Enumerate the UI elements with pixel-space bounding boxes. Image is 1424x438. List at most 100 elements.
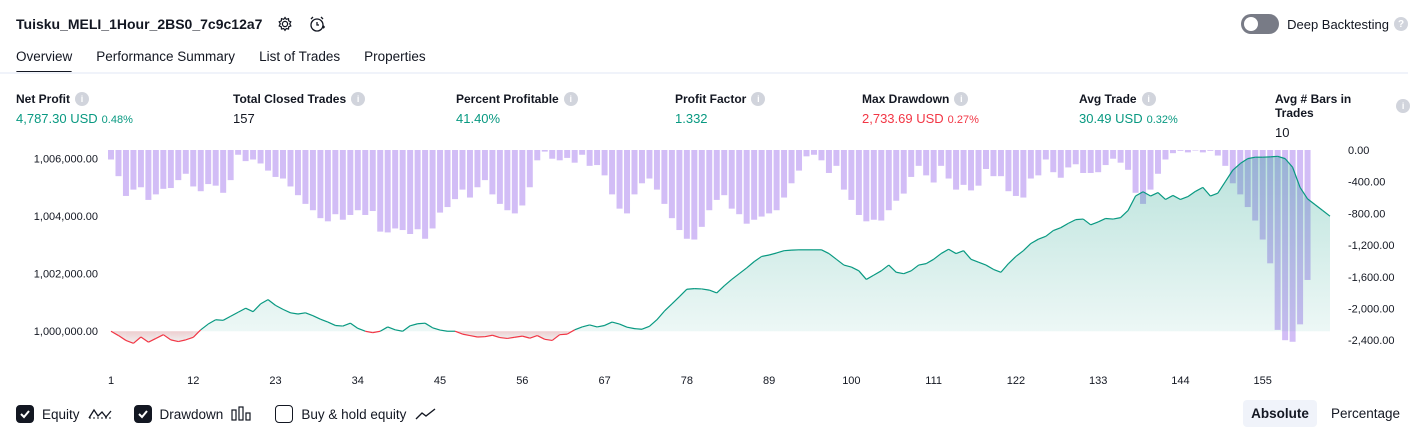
drawdown-bar xyxy=(945,150,952,179)
metric-value: 41.40% xyxy=(456,111,501,126)
drawdown-checkbox[interactable] xyxy=(133,405,152,423)
info-icon[interactable]: i xyxy=(751,92,766,106)
absolute-button[interactable]: Absolute xyxy=(1243,400,1317,427)
x-axis-tick-label: 144 xyxy=(1171,375,1189,387)
metric-label: Max Drawdown xyxy=(862,92,950,106)
drawdown-bar xyxy=(1169,150,1176,154)
equity-segment xyxy=(395,329,403,332)
equity-segment xyxy=(349,322,359,329)
info-icon[interactable]: i xyxy=(351,92,366,106)
drawdown-bar xyxy=(706,150,713,211)
legend-equity[interactable]: Equity xyxy=(16,405,112,423)
equity-segment xyxy=(237,307,246,313)
drawdown-bar xyxy=(220,150,227,193)
drawdown-bar xyxy=(968,150,975,191)
equity-segment xyxy=(379,326,389,332)
equity-segment xyxy=(663,303,673,312)
drawdown-bar xyxy=(638,150,645,184)
legend-buy-hold[interactable]: Buy & hold equity xyxy=(275,405,438,423)
drawdown-bar xyxy=(242,150,249,162)
equity-negative-fill xyxy=(529,331,538,339)
equity-segment xyxy=(671,296,680,305)
left-axis-tick-label: 1,000,000.00 xyxy=(34,326,98,338)
drawdown-bar xyxy=(758,150,765,217)
equity-checkbox[interactable] xyxy=(16,405,34,423)
drawdown-bar xyxy=(698,150,705,227)
drawdown-bar xyxy=(810,150,817,155)
drawdown-bar xyxy=(616,150,623,209)
equity-negative-fill xyxy=(514,331,523,338)
info-icon[interactable]: i xyxy=(954,92,969,106)
equity-segment xyxy=(970,258,979,263)
drawdown-bar xyxy=(736,150,743,215)
equity-segment xyxy=(335,324,343,327)
equity-segment xyxy=(634,328,643,330)
drawdown-bar xyxy=(190,150,197,187)
equity-segment xyxy=(1000,263,1009,273)
drawdown-bar xyxy=(1050,150,1057,173)
drawdown-bar xyxy=(1110,150,1117,159)
drawdown-bar xyxy=(332,150,339,215)
equity-segment xyxy=(1307,198,1316,206)
tab-overview[interactable]: Overview xyxy=(16,44,73,74)
tab-list-of-trades[interactable]: List of Trades xyxy=(259,49,341,64)
drawdown-bar xyxy=(287,150,294,187)
drawdown-bar xyxy=(1027,150,1034,179)
drawdown-bar xyxy=(474,150,481,188)
drawdown-bar xyxy=(250,150,257,160)
drawdown-bar xyxy=(422,150,429,239)
add-alert-icon[interactable] xyxy=(308,15,326,33)
drawdown-bar xyxy=(481,150,488,181)
equity-negative-fill xyxy=(163,331,171,340)
equity-segment xyxy=(1045,230,1054,237)
equity-segment xyxy=(821,249,830,255)
drawdown-bar xyxy=(743,150,750,224)
percentage-button[interactable]: Percentage xyxy=(1330,406,1400,421)
info-icon[interactable]: i xyxy=(563,92,578,106)
right-axis: 0.00 -400.00 -800.00 -1,200.00 -1,600.00 -2,0… xyxy=(1348,145,1394,347)
drawdown-bar xyxy=(145,150,152,200)
drawdown-bar xyxy=(885,150,892,211)
drawdown-bar xyxy=(796,150,803,171)
metric-value: 2,733.69 USD xyxy=(862,111,944,126)
drawdown-bar xyxy=(115,150,122,177)
legend-drawdown[interactable]: Drawdown xyxy=(133,405,254,423)
equity-segment xyxy=(1097,217,1106,223)
drawdown-bar xyxy=(840,150,847,190)
left-axis-tick-label: 1,002,000.00 xyxy=(34,269,98,281)
drawdown-bar xyxy=(833,150,840,166)
equity-segment xyxy=(1187,190,1196,198)
drawdown-bar xyxy=(511,150,518,214)
equity-segment xyxy=(409,323,418,327)
info-icon[interactable]: i xyxy=(75,92,89,106)
info-icon[interactable]: i xyxy=(1396,99,1410,113)
equity-segment xyxy=(776,250,785,254)
equity-segment xyxy=(327,321,336,327)
equity-segment xyxy=(1217,181,1226,194)
deep-backtesting-label: Deep Backtesting xyxy=(1287,16,1389,32)
equity-negative-fill xyxy=(193,329,201,338)
deep-backtesting-toggle[interactable] xyxy=(1241,14,1280,34)
gear-icon[interactable] xyxy=(276,15,294,33)
drawdown-bar xyxy=(1199,150,1206,153)
left-axis: 1,006,000.00 1,004,000.00 1,002,000.00 1,00… xyxy=(34,154,98,339)
equity-segment xyxy=(866,274,875,280)
equity-negative-fill xyxy=(111,331,119,336)
tab-performance-summary[interactable]: Performance Summary xyxy=(96,49,236,64)
equity-drawdown-chart[interactable]: 1,006,000.00 1,004,000.00 1,002,000.00 1,00… xyxy=(0,140,1424,395)
equity-segment xyxy=(1060,222,1069,229)
metric-label: Total Closed Trades xyxy=(233,92,347,106)
drawdown-bar xyxy=(197,150,204,192)
equity-segment xyxy=(596,324,605,328)
tab-properties[interactable]: Properties xyxy=(364,49,426,64)
equity-segment xyxy=(993,268,1002,273)
drawdown-bar xyxy=(354,150,361,211)
equity-segment xyxy=(424,322,433,329)
drawdown-bar xyxy=(160,150,167,189)
strategy-header: Tuisku_MELI_1Hour_2BS0_7c9c12a7 xyxy=(16,12,326,36)
equity-segment xyxy=(230,311,239,317)
drawdown-bar xyxy=(324,150,331,222)
buy-hold-checkbox[interactable] xyxy=(275,405,294,423)
help-icon[interactable]: ? xyxy=(1394,17,1408,31)
info-icon[interactable]: i xyxy=(1141,92,1156,106)
